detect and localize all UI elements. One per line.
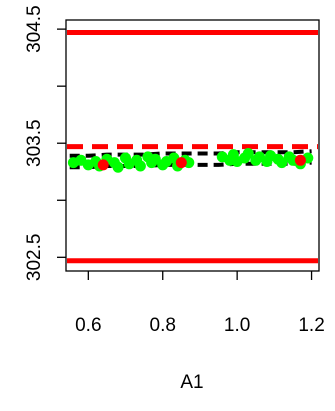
x-tick-label-2: 1.0 xyxy=(224,315,250,336)
data-point-1-0 xyxy=(97,159,109,171)
data-point-1-1 xyxy=(175,157,187,169)
data-point-0-14 xyxy=(149,153,161,165)
y-tick-label-1: 303.5 xyxy=(24,119,45,167)
y-axis: 302.5 303.5 304.5 xyxy=(24,5,66,281)
plot-frame xyxy=(65,19,320,272)
x-axis: 0.6 0.8 1.0 1.2 xyxy=(75,271,325,336)
data-point-0-7 xyxy=(112,161,124,173)
x-axis-title: A1 xyxy=(180,372,203,393)
data-point-1-2 xyxy=(294,154,306,166)
x-tick-label-0: 0.6 xyxy=(75,315,101,336)
y-tick-label-2: 304.5 xyxy=(24,5,45,53)
x-tick-label-3: 1.2 xyxy=(298,315,324,336)
data-point-0-11 xyxy=(134,160,146,172)
data-point-0-26 xyxy=(242,148,254,159)
x-tick-label-1: 0.8 xyxy=(150,315,176,336)
y-tick-label-0: 302.5 xyxy=(24,234,45,282)
data-point-0-32 xyxy=(276,157,288,169)
data-points xyxy=(67,148,314,173)
reference-lines xyxy=(67,30,318,264)
